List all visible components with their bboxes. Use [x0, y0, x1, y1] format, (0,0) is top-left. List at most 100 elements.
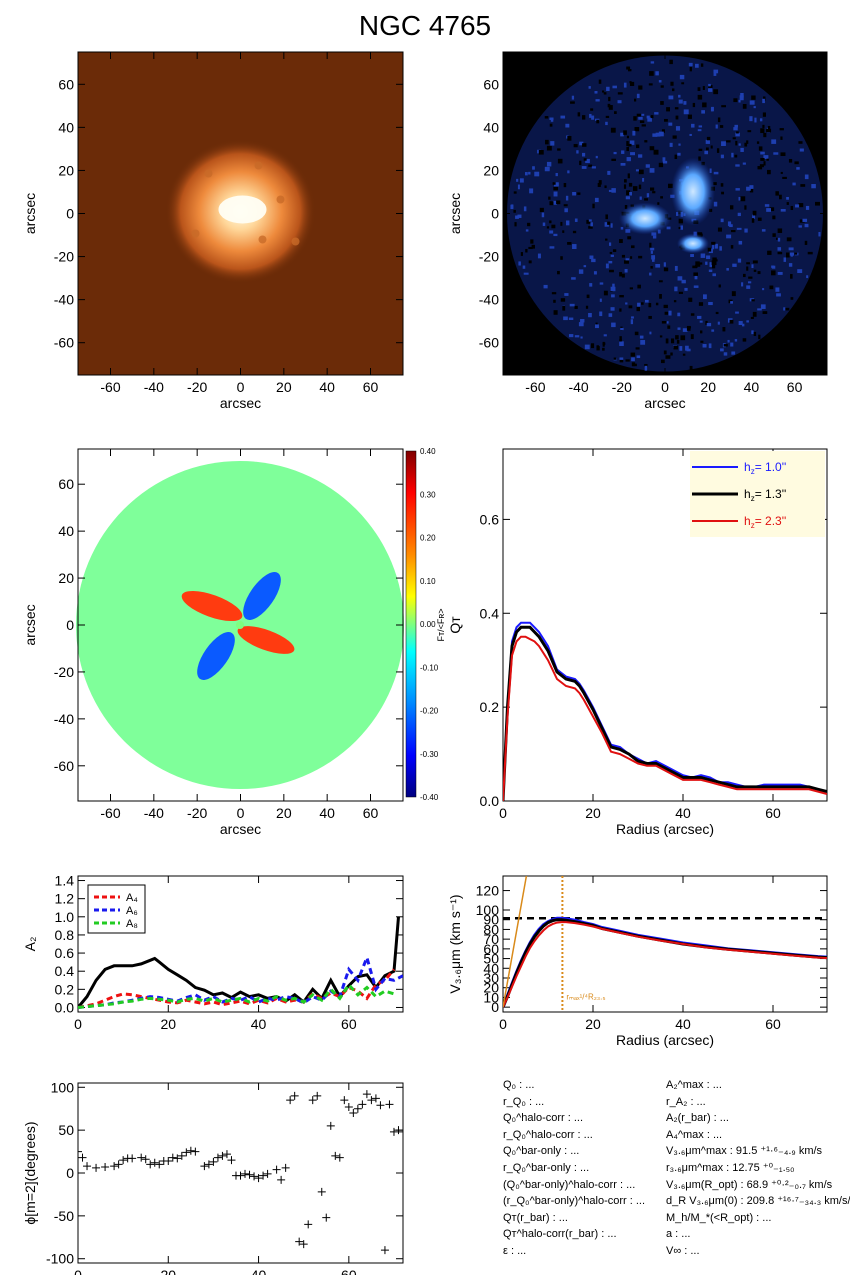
noise-speck [619, 336, 622, 342]
rotation-curve-ytick-label: 90 [483, 912, 499, 928]
rotation-curve-ytick-label: 10 [483, 989, 499, 1005]
legend-hz-eq: = [755, 487, 765, 501]
force-map-panel: 0.40 0.30 0.20 0.10 0.00 -0.10 -0.20 -0.30 -0.40… [22, 447, 446, 837]
noise-speck [641, 124, 646, 127]
noise-speck [752, 260, 758, 264]
noise-speck [683, 101, 687, 105]
noise-speck [751, 330, 754, 335]
phase-point [83, 1162, 92, 1171]
noise-speck [619, 308, 622, 312]
phase-point [254, 1174, 263, 1183]
noise-speck [715, 311, 719, 315]
noise-speck [539, 207, 544, 213]
force-lobe-blue-top [243, 572, 281, 620]
noise-speck [517, 184, 520, 190]
noise-speck [633, 98, 637, 102]
noise-speck [698, 156, 701, 161]
noise-speck [685, 345, 689, 351]
parameter-list-left: Q₀ : ... r_Q₀ : ... Q₀^halo-corr : ... r_Q₀… [503, 1077, 645, 1260]
noise-speck [625, 229, 631, 233]
phase-point [344, 1103, 353, 1111]
noise-speck [740, 196, 746, 202]
ir-image-xtick-label: 60 [363, 379, 379, 395]
phase-point [150, 1158, 159, 1167]
noise-speck [763, 155, 769, 160]
noise-speck [609, 269, 614, 273]
noise-speck [723, 352, 728, 356]
noise-speck [623, 179, 627, 183]
force-map-xtick-label: -20 [187, 805, 207, 821]
noise-speck [680, 225, 683, 230]
noise-speck [629, 81, 632, 84]
noise-speck [697, 264, 701, 267]
qt-profile-xtick-label: 60 [765, 805, 781, 821]
noise-speck [650, 187, 655, 191]
noise-speck [599, 311, 603, 317]
noise-speck [628, 143, 632, 147]
phase-point [322, 1213, 331, 1222]
noise-speck [711, 241, 716, 245]
ir-image-xtick-label: -20 [187, 379, 207, 395]
noise-speck [551, 224, 556, 229]
noise-speck [704, 150, 709, 155]
noise-speck [804, 240, 808, 245]
noise-speck [721, 191, 725, 195]
noise-speck [683, 109, 689, 115]
noise-speck [515, 215, 519, 219]
noise-speck [746, 140, 749, 144]
phase-point [191, 1147, 200, 1156]
noise-speck [721, 141, 726, 146]
fourier-amplitudes-ytick-label: 0.0 [55, 999, 75, 1015]
noise-speck [786, 202, 789, 205]
noise-speck [738, 196, 743, 201]
noise-speck [653, 149, 659, 155]
parameter-line: Q₀^bar-only : ... [503, 1145, 580, 1158]
phase-point [204, 1160, 213, 1169]
noise-speck [678, 94, 681, 98]
noise-speck [638, 85, 643, 90]
legend-hz-sub: z [751, 494, 755, 503]
qt-profile-ylabel: Qᴛ [447, 616, 463, 634]
noise-speck [660, 101, 664, 105]
phase-point [92, 1163, 101, 1172]
noise-speck [705, 147, 709, 151]
noise-speck [655, 132, 661, 137]
noise-speck [546, 161, 552, 167]
noise-speck [674, 154, 678, 160]
noise-speck [654, 112, 659, 115]
noise-speck [605, 115, 610, 118]
rotation-curve-xtick-label: 60 [765, 1016, 781, 1032]
noise-speck [628, 69, 632, 72]
noise-speck [602, 347, 605, 351]
noise-speck [735, 188, 740, 191]
noise-speck [717, 117, 721, 123]
noise-speck [702, 86, 705, 90]
noise-speck [762, 311, 768, 314]
phase-angle-xtick-label: 0 [74, 1267, 82, 1275]
qt-profile-xtick-label: 0 [499, 805, 507, 821]
force-map-xtick-label: 20 [276, 805, 292, 821]
noise-speck [769, 207, 775, 212]
noise-speck [655, 302, 659, 306]
noise-speck [534, 171, 540, 177]
phase-point [227, 1156, 236, 1165]
phase-point [119, 1156, 128, 1165]
noise-speck [720, 154, 724, 159]
noise-speck [549, 123, 553, 127]
noise-speck [549, 230, 554, 234]
noise-speck [588, 312, 592, 318]
noise-speck [729, 224, 733, 228]
noise-speck [663, 262, 666, 267]
legend-hz-value: 1.3'' [765, 487, 786, 501]
noise-speck [634, 331, 639, 336]
noise-speck [648, 303, 652, 308]
noise-speck [565, 220, 570, 226]
noise-speck [737, 212, 741, 217]
noise-speck [727, 339, 730, 343]
noise-speck [753, 106, 756, 109]
phase-angle-ytick-label: 100 [51, 1079, 75, 1095]
noise-speck [762, 112, 766, 117]
noise-speck [690, 313, 695, 316]
